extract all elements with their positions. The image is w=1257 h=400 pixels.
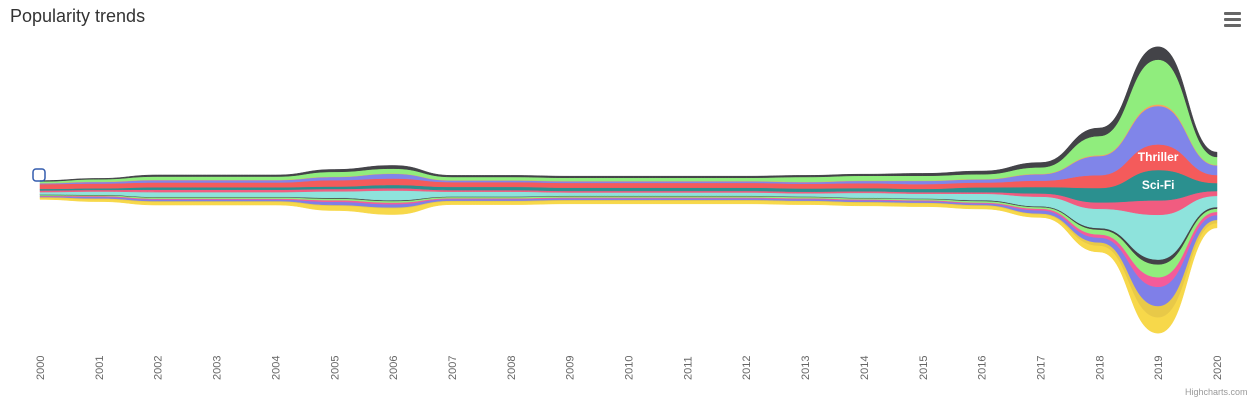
x-tick-label: 2001 <box>94 356 106 380</box>
x-tick-label: 2020 <box>1212 356 1224 380</box>
x-tick-label: 2018 <box>1094 356 1106 380</box>
x-tick-label: 2002 <box>153 356 165 380</box>
x-tick-label: 2003 <box>212 356 224 380</box>
x-tick-label: 2017 <box>1035 356 1047 380</box>
x-tick-label: 2008 <box>506 356 518 380</box>
series-label-thriller: Thriller <box>1138 150 1179 164</box>
x-tick-label: 2006 <box>388 356 400 380</box>
hamburger-menu-icon[interactable] <box>1224 12 1248 34</box>
credits-link[interactable]: Highcharts.com <box>1185 387 1248 397</box>
stream-series-0[interactable] <box>39 197 1218 334</box>
stream-series-3[interactable] <box>39 195 1218 288</box>
x-tick-label: 2010 <box>624 356 636 380</box>
menu-bar <box>1224 24 1241 27</box>
x-tick-label: 2014 <box>859 356 871 380</box>
series-label-sci-fi: Sci-Fi <box>1142 178 1175 192</box>
x-tick-label: 2012 <box>741 356 753 380</box>
x-tick-label: 2009 <box>565 356 577 380</box>
stream-series-4[interactable] <box>39 194 1218 278</box>
x-tick-label: 2007 <box>447 356 459 380</box>
x-tick-label: 2016 <box>977 356 989 380</box>
x-tick-label: 2015 <box>918 356 930 380</box>
x-tick-label: 2013 <box>800 356 812 380</box>
focus-marker[interactable] <box>32 168 46 182</box>
stream-series-13[interactable] <box>39 46 1218 182</box>
x-tick-label: 2005 <box>329 356 341 380</box>
x-tick-label: 2011 <box>682 356 694 380</box>
x-tick-label: 2000 <box>35 356 47 380</box>
chart-title: Popularity trends <box>10 6 146 26</box>
x-tick-label: 2019 <box>1153 356 1165 380</box>
stream-series-2[interactable] <box>39 195 1218 307</box>
menu-bar <box>1224 12 1241 15</box>
menu-bar <box>1224 18 1241 21</box>
x-tick-label: 2004 <box>270 356 282 380</box>
